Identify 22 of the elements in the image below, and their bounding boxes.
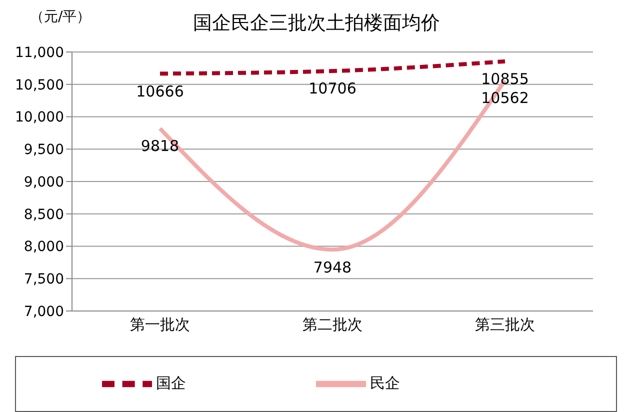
y-tick-label: 9,000 bbox=[24, 174, 64, 190]
legend-label: 国企 bbox=[156, 374, 186, 392]
data-label: 10666 bbox=[136, 82, 184, 100]
y-tick-label: 8,500 bbox=[24, 206, 64, 223]
y-axis-title: （元/平） bbox=[30, 8, 91, 26]
data-label: 9818 bbox=[140, 137, 180, 156]
data-label: 10562 bbox=[481, 89, 529, 108]
y-tick-label: 8,000 bbox=[24, 239, 64, 256]
data-label: 10855 bbox=[481, 70, 529, 88]
data-label: 7948 bbox=[313, 258, 352, 276]
chart-title: 国企民企三批次土拍楼面均价 bbox=[193, 12, 440, 34]
y-tick-label: 7,500 bbox=[24, 272, 64, 288]
x-tick-label: 第一批次 bbox=[130, 316, 190, 334]
y-tick-label: 9,500 bbox=[24, 142, 64, 158]
x-tick-label: 第三批次 bbox=[475, 316, 535, 334]
x-tick-label: 第二批次 bbox=[302, 316, 362, 334]
y-tick-label: 11,000 bbox=[15, 44, 64, 61]
y-tick-label: 7,000 bbox=[24, 304, 64, 320]
y-tick-label: 10,000 bbox=[15, 110, 64, 126]
legend-label: 民企 bbox=[370, 374, 400, 392]
data-label: 10706 bbox=[308, 80, 356, 98]
y-tick-label: 10,500 bbox=[15, 77, 64, 94]
